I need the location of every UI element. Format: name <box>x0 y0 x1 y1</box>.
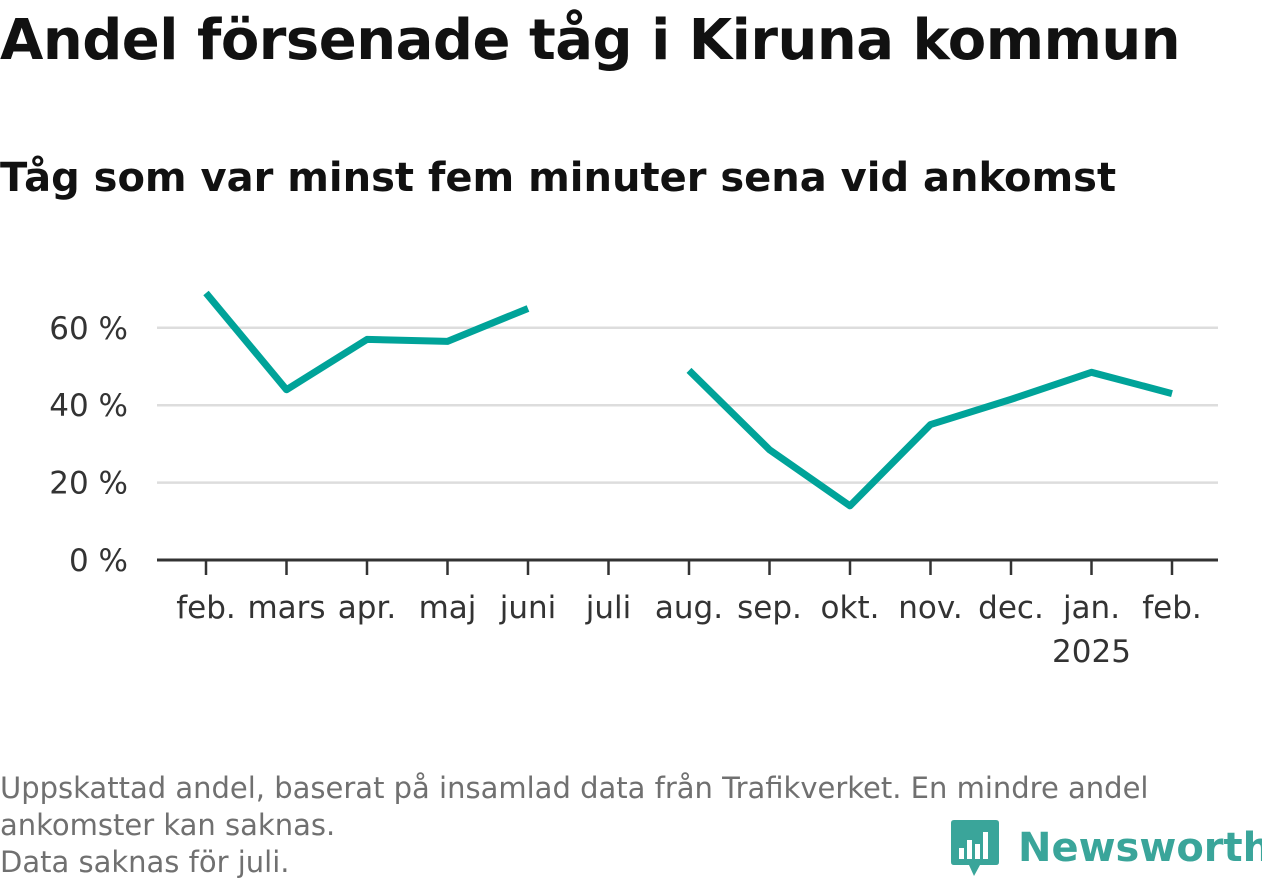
brand-logo: Newsworthy <box>950 818 1262 878</box>
x-tick-label: maj <box>419 590 477 626</box>
footnote-line-1: Uppskattad andel, baserat på insamlad da… <box>0 771 1149 805</box>
x-tick-label: sep. <box>737 590 802 626</box>
series-line <box>686 367 1173 510</box>
chart-subtitle: Tåg som var minst fem minuter sena vid a… <box>0 155 1117 201</box>
x-tick-label: nov. <box>898 590 962 626</box>
x-tick-label: feb. <box>1142 590 1202 626</box>
footnote: Uppskattad andel, baserat på insamlad da… <box>0 770 1250 881</box>
footnote-line-3: Data saknas för juli. <box>0 845 290 879</box>
bar-chart-logo-icon <box>951 820 999 876</box>
x-tick-label: dec. <box>978 590 1044 626</box>
x-tick-label: aug. <box>655 590 723 626</box>
footnote-line-2: ankomster kan saknas. <box>0 808 336 842</box>
x-tick-label: jan. <box>1062 590 1120 626</box>
x-tick-label: juli <box>585 590 632 626</box>
x-tick-label: mars <box>247 590 325 626</box>
x-year-label: 2025 <box>1052 634 1131 670</box>
chart-title: Andel försenade tåg i Kiruna kommun <box>0 8 1181 73</box>
line-chart: 0 % 20 % 40 % 60 % feb. mars apr. maj juni juli au… <box>49 290 1218 670</box>
series-line <box>203 290 530 394</box>
y-tick-label: 60 % <box>49 311 128 347</box>
x-tick-label: okt. <box>821 590 880 626</box>
x-tick-label: apr. <box>338 590 396 626</box>
brand-name: Newsworthy <box>1018 825 1262 871</box>
x-tick-label: feb. <box>176 590 236 626</box>
y-tick-label: 40 % <box>49 388 128 424</box>
y-tick-label: 0 % <box>69 543 128 579</box>
y-tick-label: 20 % <box>49 466 128 502</box>
x-tick-label: juni <box>499 590 557 626</box>
